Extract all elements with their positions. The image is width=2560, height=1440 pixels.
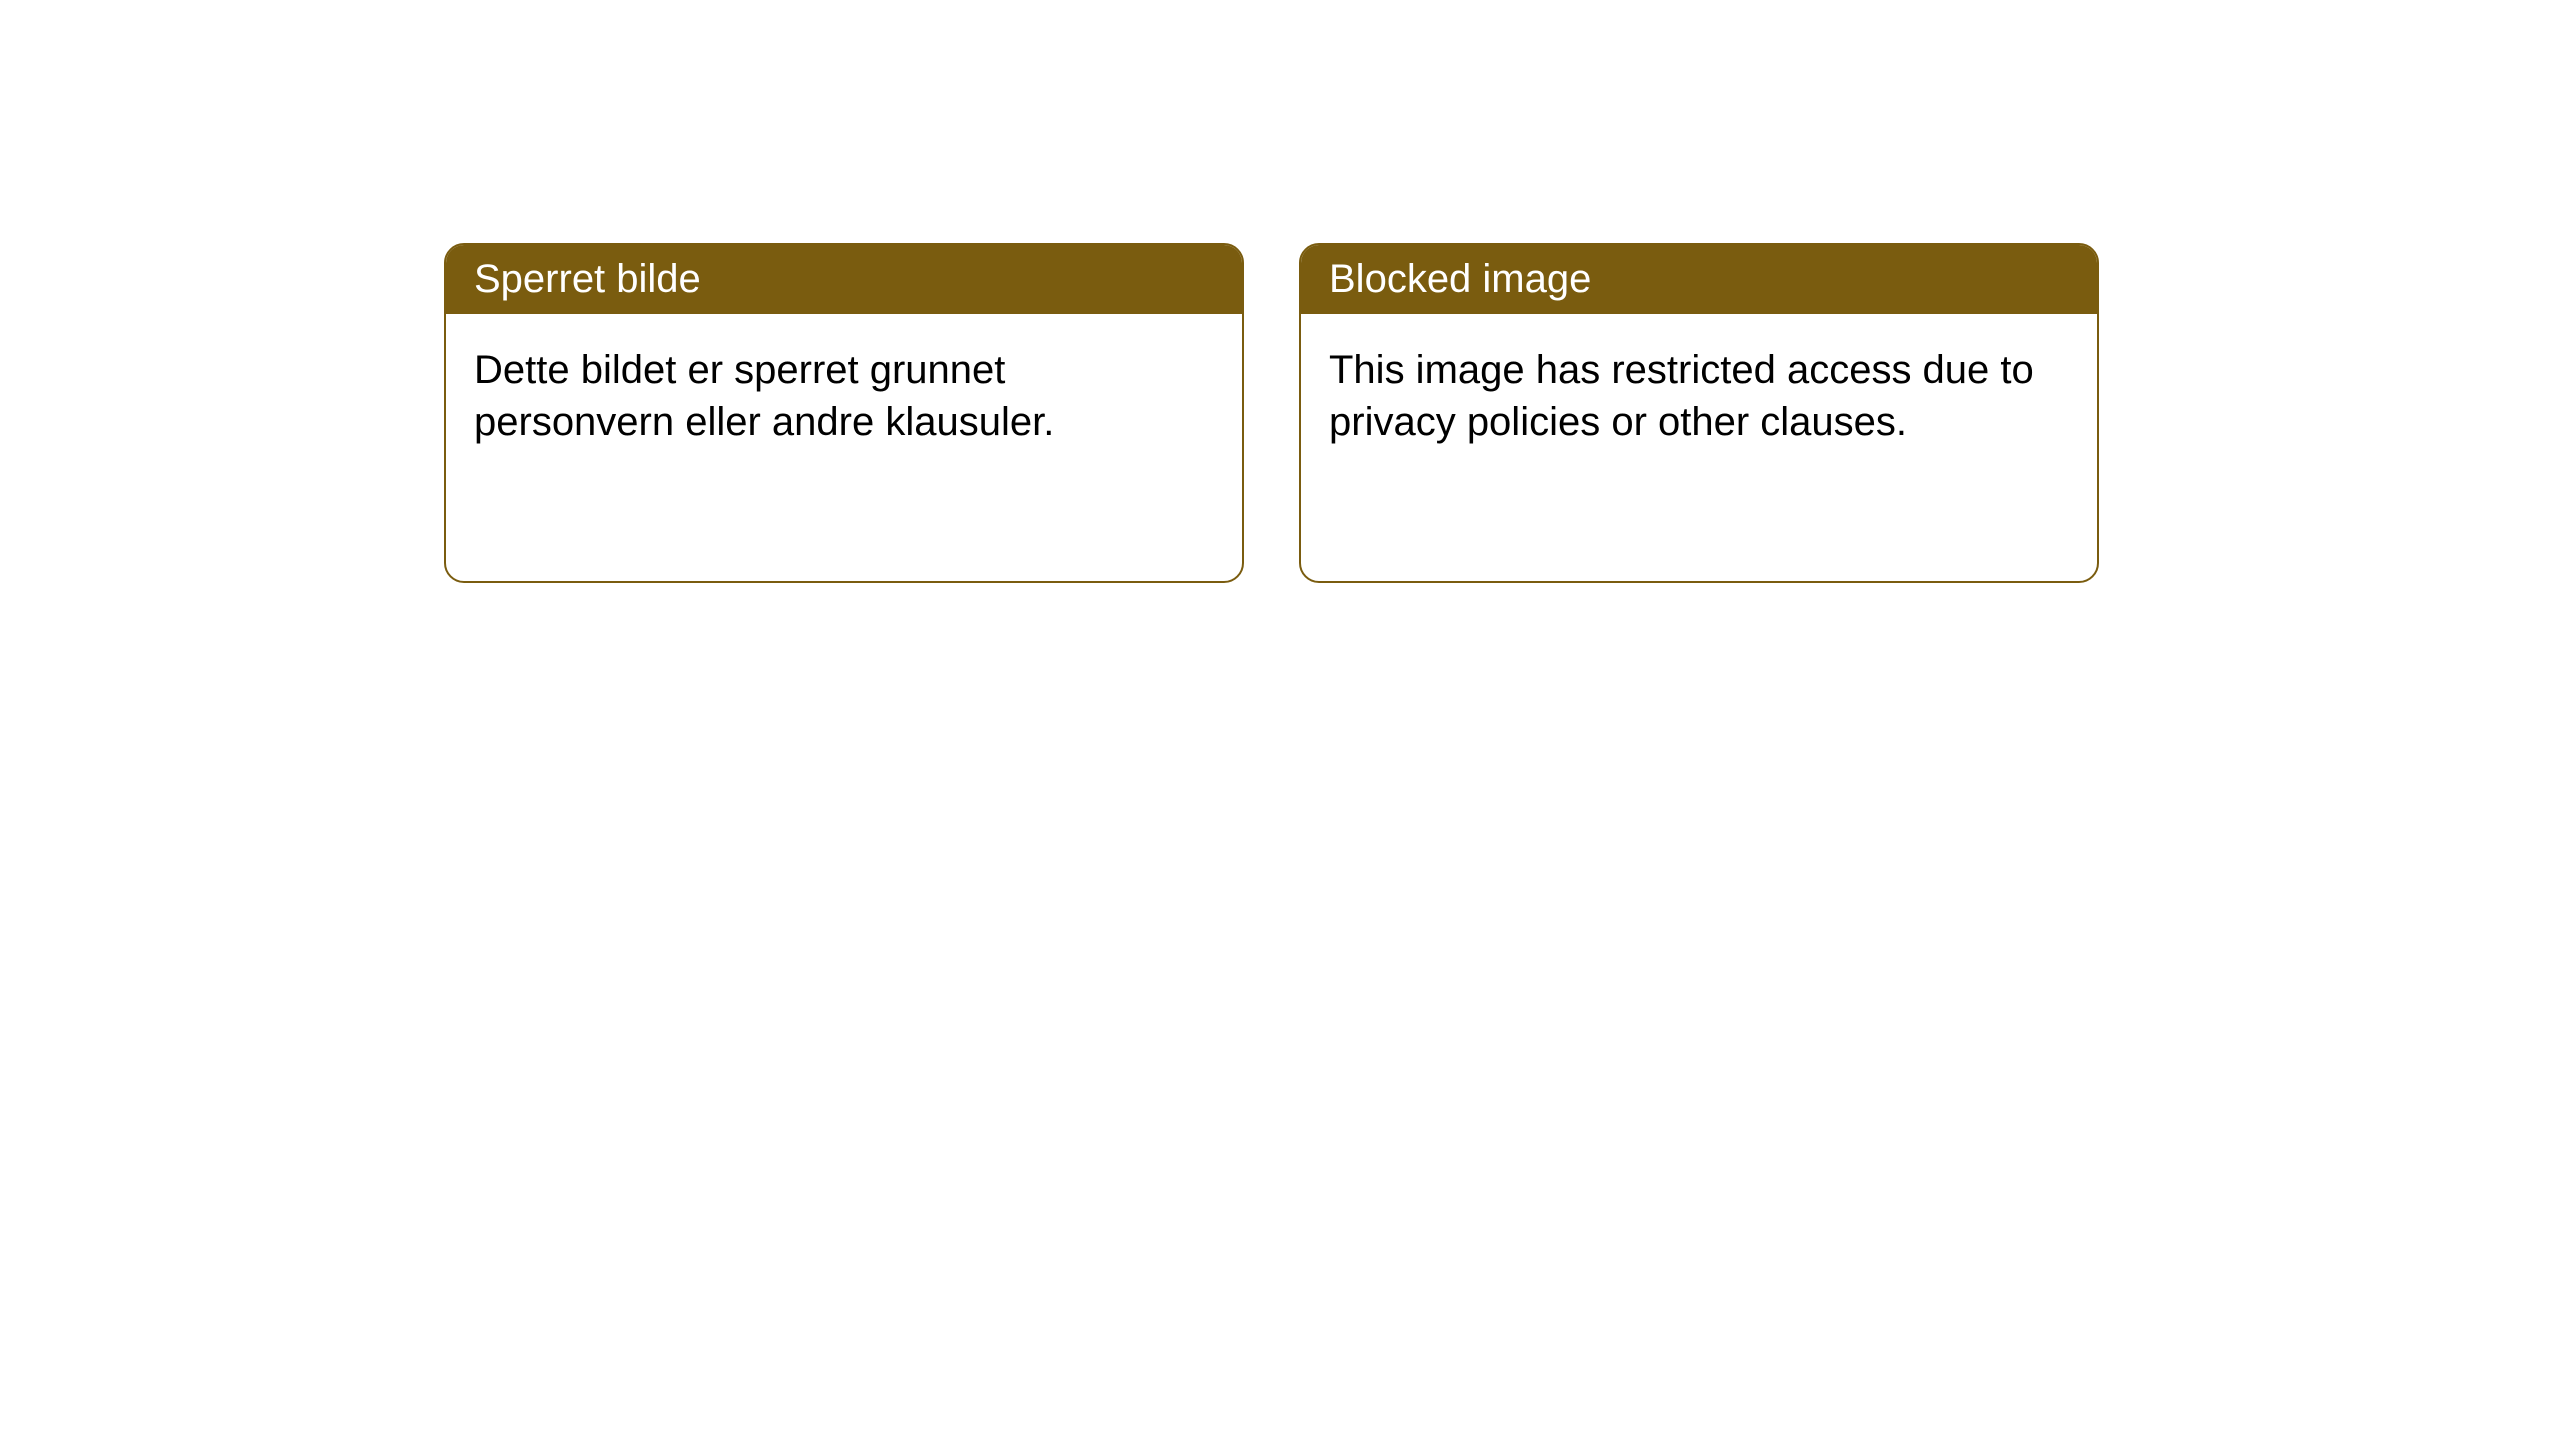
notice-title: Blocked image [1329, 257, 1591, 301]
notice-body-text: Dette bildet er sperret grunnet personve… [474, 348, 1054, 444]
notice-body-text: This image has restricted access due to … [1329, 348, 2034, 444]
notice-body-english: This image has restricted access due to … [1301, 314, 2097, 478]
notice-title: Sperret bilde [474, 257, 701, 301]
notice-cards-container: Sperret bilde Dette bildet er sperret gr… [444, 243, 2099, 583]
notice-header-norwegian: Sperret bilde [446, 245, 1242, 314]
notice-body-norwegian: Dette bildet er sperret grunnet personve… [446, 314, 1242, 478]
notice-card-norwegian: Sperret bilde Dette bildet er sperret gr… [444, 243, 1244, 583]
notice-header-english: Blocked image [1301, 245, 2097, 314]
notice-card-english: Blocked image This image has restricted … [1299, 243, 2099, 583]
